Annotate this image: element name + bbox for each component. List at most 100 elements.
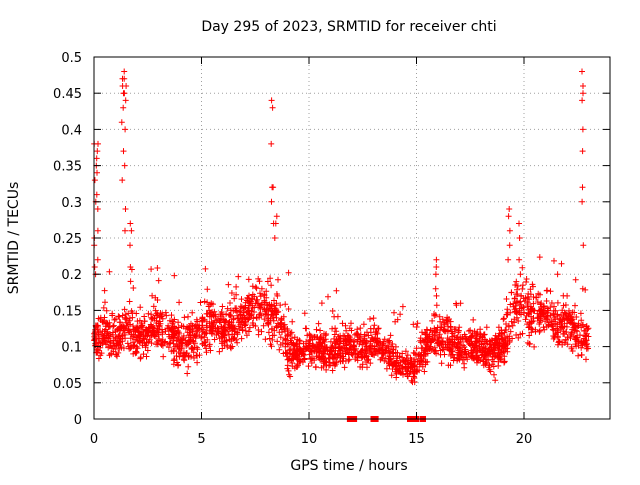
data-point [444,335,451,342]
data-point [337,344,344,350]
data-point [253,315,260,321]
data-point [473,332,480,338]
data-point [463,354,469,361]
data-point [268,282,275,289]
data-point [501,358,508,365]
data-point [115,313,122,320]
data-point [391,309,397,316]
data-point [156,318,163,325]
data-point [506,333,513,340]
data-point [359,341,366,348]
data-point [351,343,357,350]
data-point [159,342,166,349]
data-point [103,341,109,348]
data-point [451,332,458,339]
data-point [332,339,338,346]
data-point [559,307,566,314]
data-point [433,292,440,299]
data-point [370,315,377,322]
data-point [407,355,414,362]
data-point [184,370,191,377]
data-point [95,140,101,147]
data-point [329,367,336,374]
data-point [388,343,395,350]
data-point [115,349,122,356]
data-point [371,345,377,352]
data-point [146,336,153,343]
data-point [519,285,526,292]
data-point [186,332,193,339]
y-tick-label: 0.2 [61,268,82,283]
data-point [130,323,136,329]
data-point [558,260,565,267]
data-point [285,269,292,276]
data-point [579,97,586,104]
data-point [388,372,395,379]
data-point [417,337,424,344]
data-point [523,279,530,285]
data-point [427,343,434,350]
data-point [115,326,121,333]
data-point [505,323,512,330]
data-point [307,336,314,343]
data-point [144,332,151,339]
data-point [547,312,554,319]
data-point [574,328,581,335]
data-point [569,320,576,327]
data-point [294,363,301,370]
data-point [405,365,412,372]
data-point [348,320,354,327]
data-point [277,302,284,309]
data-point [316,336,323,343]
data-point [130,343,137,350]
data-point [273,311,279,318]
data-point [575,320,582,327]
data-point [223,311,230,317]
data-points [91,68,592,422]
data-point [313,326,320,333]
data-point [396,353,403,360]
data-point [145,310,152,317]
data-point [382,342,389,349]
data-point [266,301,273,308]
data-point [573,314,580,320]
data-point [361,333,368,340]
data-point [509,322,516,329]
data-point [212,311,219,318]
gridlines [94,57,610,419]
data-point [508,289,515,296]
data-point [127,242,133,249]
data-point [305,344,312,351]
data-point [255,327,262,333]
data-point [102,338,109,345]
data-point [364,329,370,336]
data-point [204,286,211,293]
data-point [377,341,384,348]
y-tick-label: 0 [74,413,82,428]
data-point [97,352,104,359]
data-point [520,295,527,302]
data-point [273,213,280,220]
data-point [487,341,494,348]
data-point [217,315,224,322]
data-point [284,356,291,363]
data-point [361,353,368,360]
data-point [327,346,334,353]
data-point [572,302,578,309]
data-point [579,184,586,191]
data-point [454,351,461,358]
data-point [286,371,293,378]
data-point [273,324,280,331]
data-point [500,316,507,323]
data-point [126,345,133,352]
data-point [99,318,106,325]
data-point [392,368,399,375]
data-point [483,324,490,331]
data-point [568,315,575,321]
x-tick-label: 0 [90,432,98,447]
data-point [554,341,561,348]
data-point [565,316,572,323]
data-point [183,342,190,349]
data-point [143,327,150,334]
data-point [219,345,226,352]
